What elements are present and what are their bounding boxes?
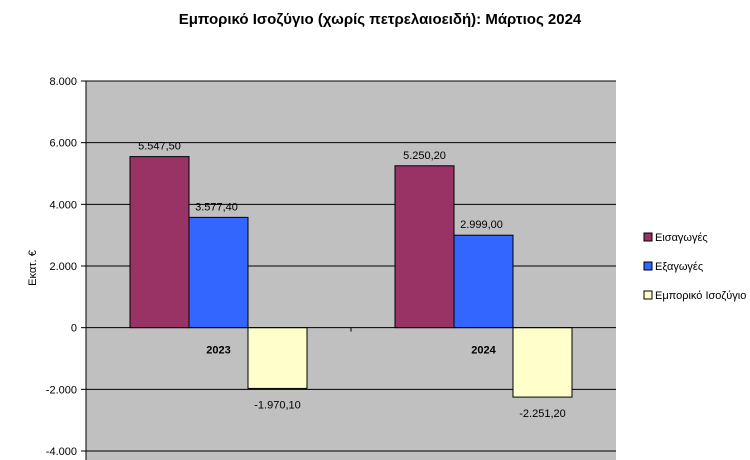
legend-swatch: [643, 232, 653, 242]
data-label: 5.547,50: [138, 141, 181, 153]
y-axis-label: Εκατ. €: [27, 250, 39, 286]
legend-swatch: [643, 261, 653, 271]
legend-label: Εξαγωγές: [655, 261, 703, 273]
legend-swatch: [643, 290, 653, 300]
data-label: -1.970,10: [254, 399, 300, 411]
data-label: 3.577,40: [195, 201, 238, 213]
y-tick-label: 8.000: [49, 76, 77, 88]
bar: [247, 327, 308, 389]
data-label: 5.250,20: [403, 150, 446, 162]
y-tick-label: 2.000: [49, 261, 77, 273]
category-label: 2023: [206, 345, 230, 357]
chart-title: Εμπορικό Ισοζύγιο (χωρίς πετρελαιοειδή):…: [179, 11, 582, 28]
y-tick-label: 0: [71, 323, 77, 335]
y-axis: 8.000 6.000 4.000 2.000 0 -2.000 -4.000: [46, 76, 87, 460]
data-label: -2.251,20: [519, 408, 565, 420]
bar: [453, 234, 514, 329]
y-tick-label: 6.000: [49, 138, 77, 150]
legend-label: Εισαγωγές: [655, 232, 708, 244]
legend: Εισαγωγές Εξαγωγές Εμπορικό Ισοζύγιο: [643, 232, 746, 302]
category-label: 2024: [471, 345, 496, 357]
y-tick-label: -2.000: [46, 384, 77, 396]
bar: [512, 327, 573, 398]
data-label: 2.999,00: [460, 219, 503, 231]
bar: [394, 165, 455, 329]
bar: [129, 156, 190, 329]
y-tick-label: 4.000: [49, 199, 77, 211]
category-labels: 2023 2024: [206, 345, 496, 357]
legend-label: Εμπορικό Ισοζύγιο: [655, 290, 746, 302]
bar: [188, 216, 249, 329]
y-tick-label: -4.000: [46, 446, 77, 458]
bars: [86, 156, 616, 398]
data-labels: 5.547,50 3.577,40 -1.970,10 5.250,20 2.999,0…: [138, 141, 566, 420]
